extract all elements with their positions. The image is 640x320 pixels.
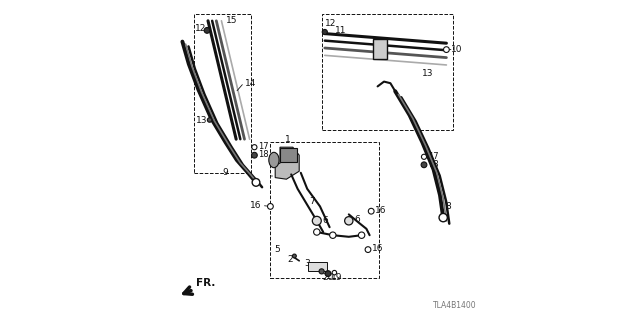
Circle shape (323, 29, 328, 35)
Circle shape (358, 232, 365, 238)
Text: 2: 2 (287, 255, 293, 264)
Text: 13: 13 (196, 116, 207, 124)
Text: 4: 4 (309, 264, 314, 273)
FancyBboxPatch shape (308, 262, 327, 271)
Text: 11: 11 (335, 26, 346, 35)
Circle shape (204, 28, 210, 33)
Circle shape (252, 152, 257, 158)
Text: 5: 5 (275, 245, 280, 254)
Text: 6: 6 (322, 216, 328, 225)
Circle shape (444, 47, 449, 52)
Polygon shape (275, 147, 300, 179)
Text: 9: 9 (223, 168, 228, 177)
Text: 16: 16 (250, 201, 262, 210)
Text: 16: 16 (372, 244, 383, 253)
Text: 6: 6 (354, 215, 360, 224)
Text: 17: 17 (428, 152, 439, 161)
Circle shape (252, 145, 257, 150)
Text: 12: 12 (325, 19, 336, 28)
Circle shape (422, 154, 427, 159)
Circle shape (268, 204, 273, 209)
FancyBboxPatch shape (374, 39, 387, 59)
Circle shape (207, 118, 212, 122)
Text: TLA4B1400: TLA4B1400 (433, 301, 477, 310)
Circle shape (314, 229, 320, 235)
Circle shape (421, 162, 427, 168)
Circle shape (312, 216, 321, 225)
Text: 18: 18 (428, 160, 439, 169)
Circle shape (292, 254, 296, 258)
Text: 16: 16 (375, 206, 387, 215)
Text: 15: 15 (226, 16, 237, 25)
Text: 18: 18 (259, 150, 269, 159)
Text: 12: 12 (195, 24, 206, 33)
Circle shape (344, 217, 353, 225)
Circle shape (365, 247, 371, 252)
Text: FR.: FR. (196, 278, 216, 288)
Text: 13: 13 (422, 69, 434, 78)
Ellipse shape (269, 152, 279, 168)
Text: 17: 17 (259, 142, 269, 151)
Text: 7: 7 (309, 197, 314, 206)
FancyBboxPatch shape (280, 148, 297, 162)
Text: 20: 20 (323, 273, 334, 282)
Circle shape (319, 269, 324, 274)
Circle shape (369, 208, 374, 214)
Text: 10: 10 (451, 45, 463, 54)
Text: 8: 8 (445, 202, 451, 211)
Text: 3: 3 (305, 259, 310, 268)
Text: 19: 19 (331, 273, 342, 282)
Circle shape (332, 270, 337, 275)
Circle shape (439, 213, 447, 222)
Circle shape (325, 271, 331, 276)
Text: 1: 1 (285, 135, 291, 144)
Text: 14: 14 (245, 79, 256, 88)
Circle shape (252, 179, 260, 186)
Circle shape (330, 232, 336, 238)
